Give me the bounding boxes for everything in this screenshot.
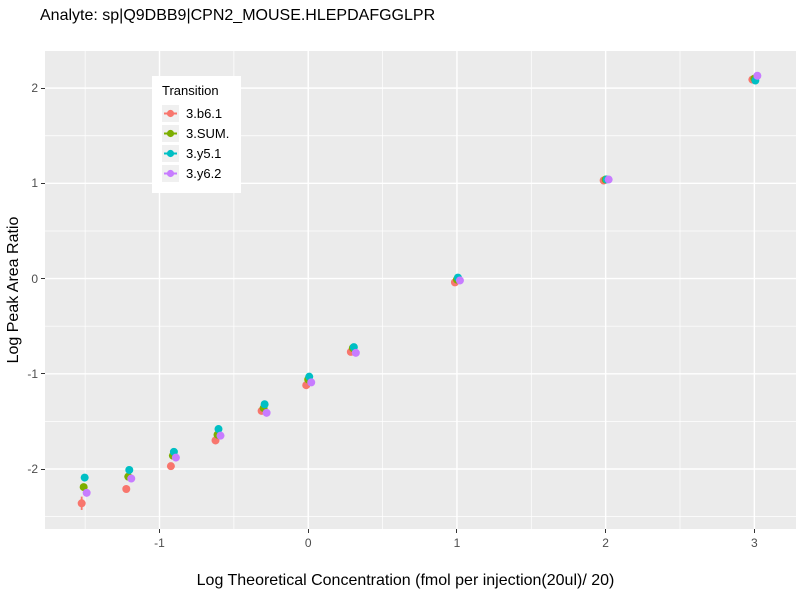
data-point-3.y6.2 — [604, 175, 613, 184]
data-point-3.b6.1 — [166, 462, 175, 471]
x-tick-mark — [605, 529, 607, 533]
y-tick-mark — [41, 87, 45, 89]
x-tick-label: 2 — [602, 536, 609, 550]
data-point-3.y5.1 — [80, 473, 89, 482]
x-tick-label: -1 — [154, 536, 165, 550]
y-tick-mark — [41, 373, 45, 375]
legend-row-3.y5.1: 3.y5.1 — [162, 145, 229, 162]
legend-key-pointrange-icon — [162, 105, 179, 122]
y-tick-label: 1 — [31, 176, 38, 191]
x-tick-mark — [753, 529, 755, 533]
legend-title: Transition — [162, 83, 219, 98]
y-tick-mark — [41, 278, 45, 280]
x-tick-label: 0 — [304, 536, 312, 550]
y-tick-mark — [41, 182, 45, 184]
x-tick-label: 1 — [453, 536, 461, 550]
data-point-3.y5.1 — [125, 465, 134, 474]
legend-key-pointrange-icon — [162, 145, 179, 162]
data-point-3.y6.2 — [127, 474, 136, 483]
y-tick-label: 2 — [31, 81, 38, 96]
x-tick-mark — [307, 529, 309, 533]
data-point-3.b6.1 — [77, 499, 86, 508]
y-tick-label: -2 — [27, 462, 38, 476]
data-point-3.b6.1 — [122, 485, 131, 494]
data-point-3.y6.2 — [82, 488, 91, 497]
x-tick-mark — [159, 529, 160, 533]
data-point-3.y5.1 — [214, 425, 223, 434]
data-point-3.y6.2 — [753, 71, 762, 80]
scatter-plot-svg — [45, 51, 796, 529]
legend-label: 3.y6.2 — [186, 166, 222, 181]
data-point-3.y6.2 — [262, 408, 271, 417]
legend-label: 3.SUM. — [186, 126, 230, 141]
legend-box: Transition 3.b6.1 3.SUM. 3.y5.1 3.y6.2 — [152, 76, 242, 193]
y-axis-title: Log Peak Area Ratio — [5, 216, 22, 364]
legend-rows: 3.b6.1 3.SUM. 3.y5.1 3.y6.2 — [162, 105, 229, 182]
y-tick-label: 0 — [31, 271, 38, 286]
legend-row-3.SUM.: 3.SUM. — [162, 125, 229, 142]
data-point-3.y6.2 — [351, 348, 360, 357]
x-axis-title: Log Theoretical Concentration (fmol per … — [196, 572, 615, 589]
legend-label: 3.y5.1 — [186, 146, 222, 161]
data-point-3.y6.2 — [171, 453, 180, 462]
legend-row-3.y6.2: 3.y6.2 — [162, 165, 229, 182]
legend-label: 3.b6.1 — [186, 106, 223, 121]
legend-key-pointrange-icon — [162, 125, 179, 142]
data-point-3.y6.2 — [216, 431, 225, 440]
y-tick-mark — [41, 468, 45, 470]
legend-row-3.b6.1: 3.b6.1 — [162, 105, 229, 122]
legend-key-pointrange-icon — [162, 165, 179, 182]
data-point-3.y6.2 — [455, 276, 464, 285]
data-point-3.y6.2 — [307, 378, 316, 387]
plot-title: Analyte: sp|Q9DBB9|CPN2_MOUSE.HLEPDAFGGL… — [40, 7, 436, 24]
data-point-3.y5.1 — [260, 400, 269, 409]
x-tick-label: 3 — [751, 536, 758, 550]
y-tick-label: -1 — [27, 366, 38, 381]
x-tick-mark — [456, 529, 458, 533]
